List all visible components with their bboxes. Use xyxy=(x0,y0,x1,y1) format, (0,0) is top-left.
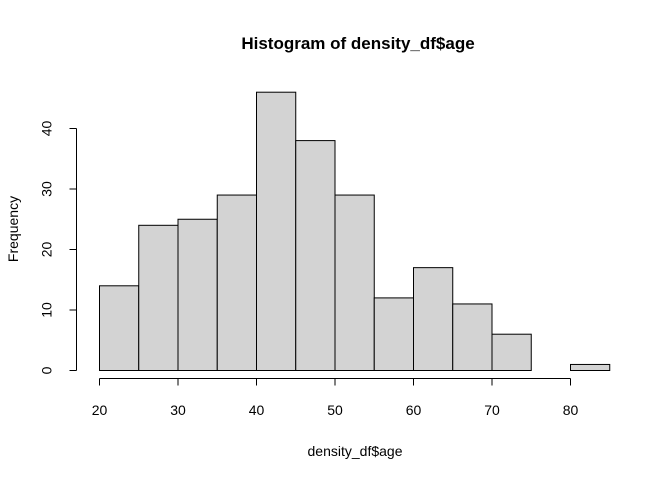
histogram-bar xyxy=(256,91,297,371)
x-tick-label: 60 xyxy=(406,402,422,418)
y-axis-label: Frequency xyxy=(5,196,21,262)
histogram-bar xyxy=(177,218,218,371)
x-tick-label: 70 xyxy=(484,402,500,418)
x-tick-label: 20 xyxy=(92,402,108,418)
histogram-bar xyxy=(413,267,454,371)
x-tick-label: 50 xyxy=(327,402,343,418)
y-axis: 0 10 20 30 40 xyxy=(39,121,77,374)
histogram-bar xyxy=(216,194,257,371)
y-tick-label: 40 xyxy=(39,121,55,137)
histogram-bar xyxy=(138,224,179,371)
x-axis: 20 30 40 50 60 70 80 xyxy=(92,378,579,418)
y-tick-label: 30 xyxy=(39,181,55,197)
chart-title: Histogram of density_df$age xyxy=(241,34,474,53)
histogram-bar xyxy=(452,303,493,372)
x-tick-label: 80 xyxy=(563,402,579,418)
bars-group xyxy=(99,91,611,372)
x-tick-label: 30 xyxy=(170,402,186,418)
histogram-bar xyxy=(99,285,140,371)
x-axis-label: density_df$age xyxy=(308,443,403,459)
x-tick-label: 40 xyxy=(249,402,265,418)
histogram-bar xyxy=(491,333,532,372)
histogram-bar xyxy=(295,140,336,371)
histogram-bar xyxy=(570,363,611,372)
y-tick-label: 20 xyxy=(39,242,55,258)
histogram-bar xyxy=(373,297,414,371)
histogram-bar xyxy=(334,194,375,371)
y-tick-label: 0 xyxy=(39,366,55,374)
y-tick-label: 10 xyxy=(39,302,55,318)
